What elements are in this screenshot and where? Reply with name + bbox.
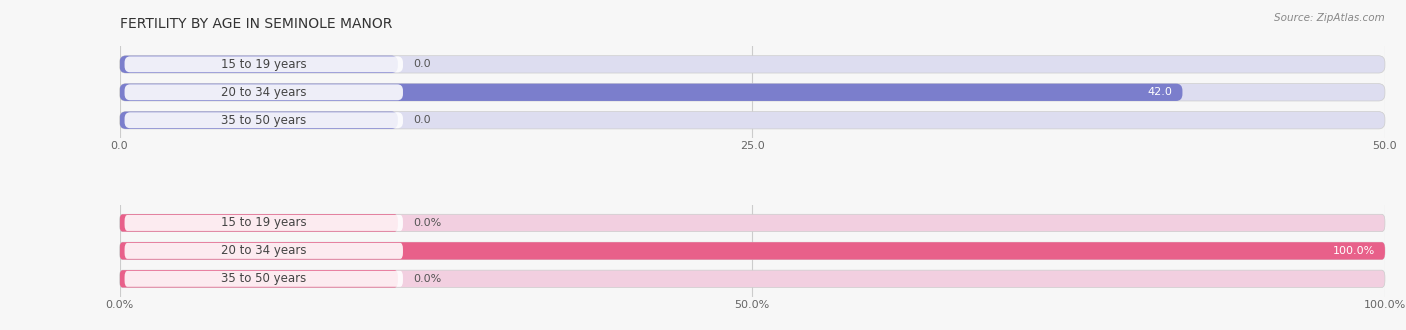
FancyBboxPatch shape — [120, 214, 398, 232]
Text: 0.0%: 0.0% — [413, 274, 441, 284]
FancyBboxPatch shape — [120, 56, 398, 73]
Text: 0.0%: 0.0% — [413, 218, 441, 228]
Text: 100.0%: 100.0% — [1333, 246, 1375, 256]
FancyBboxPatch shape — [120, 270, 1385, 287]
FancyBboxPatch shape — [120, 270, 398, 287]
Text: 20 to 34 years: 20 to 34 years — [221, 86, 307, 99]
FancyBboxPatch shape — [120, 83, 1182, 101]
Text: Source: ZipAtlas.com: Source: ZipAtlas.com — [1274, 13, 1385, 23]
FancyBboxPatch shape — [120, 112, 1385, 129]
FancyBboxPatch shape — [125, 243, 404, 259]
Text: FERTILITY BY AGE IN SEMINOLE MANOR: FERTILITY BY AGE IN SEMINOLE MANOR — [120, 16, 392, 30]
FancyBboxPatch shape — [125, 56, 404, 72]
Text: 0.0: 0.0 — [413, 115, 430, 125]
Text: 20 to 34 years: 20 to 34 years — [221, 245, 307, 257]
Text: 0.0: 0.0 — [413, 59, 430, 69]
Text: 15 to 19 years: 15 to 19 years — [221, 58, 307, 71]
FancyBboxPatch shape — [120, 214, 1385, 232]
Text: 35 to 50 years: 35 to 50 years — [221, 114, 307, 127]
Text: 15 to 19 years: 15 to 19 years — [221, 216, 307, 229]
FancyBboxPatch shape — [120, 242, 1385, 260]
FancyBboxPatch shape — [125, 84, 404, 100]
FancyBboxPatch shape — [125, 215, 404, 231]
FancyBboxPatch shape — [120, 112, 398, 129]
Text: 35 to 50 years: 35 to 50 years — [221, 272, 307, 285]
FancyBboxPatch shape — [125, 271, 404, 287]
FancyBboxPatch shape — [120, 83, 1385, 101]
FancyBboxPatch shape — [125, 112, 404, 128]
FancyBboxPatch shape — [120, 242, 1385, 260]
Text: 42.0: 42.0 — [1147, 87, 1173, 97]
FancyBboxPatch shape — [120, 56, 1385, 73]
